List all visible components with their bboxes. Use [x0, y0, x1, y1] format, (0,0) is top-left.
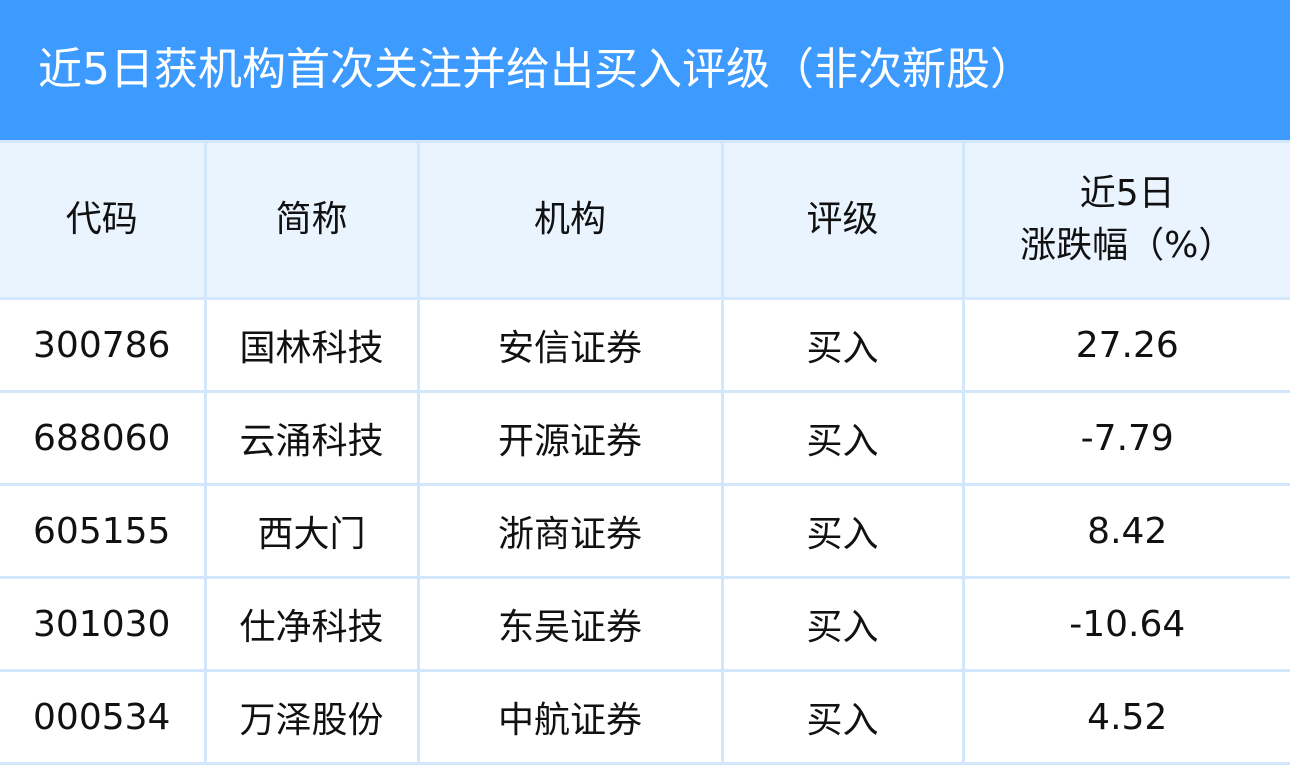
cell-change: 4.52 — [961, 669, 1290, 765]
cell-code: 605155 — [0, 483, 207, 579]
cell-institution: 开源证券 — [416, 390, 724, 486]
cell-institution: 安信证券 — [416, 297, 724, 393]
cell-institution: 东吴证券 — [416, 576, 724, 672]
header-row: 代码 简称 机构 评级 近5日涨跌幅（%） — [0, 140, 1290, 300]
table-row: 688060 云涌科技 开源证券 买入 -7.79 — [0, 390, 1290, 486]
cell-code: 000534 — [0, 669, 207, 765]
cell-institution: 浙商证券 — [416, 483, 724, 579]
table-row: 605155 西大门 浙商证券 买入 8.42 — [0, 483, 1290, 579]
cell-rating: 买入 — [720, 390, 965, 486]
cell-institution: 中航证券 — [416, 669, 724, 765]
cell-rating: 买入 — [720, 483, 965, 579]
header-rating: 评级 — [720, 140, 965, 300]
cell-name: 国林科技 — [203, 297, 420, 393]
table-row: 300786 国林科技 安信证券 买入 27.26 — [0, 297, 1290, 393]
cell-code: 300786 — [0, 297, 207, 393]
table-title: 近5日获机构首次关注并给出买入评级（非次新股） — [0, 0, 1290, 140]
cell-rating: 买入 — [720, 669, 965, 765]
header-change: 近5日涨跌幅（%） — [961, 140, 1290, 300]
header-name: 简称 — [203, 140, 420, 300]
header-institution: 机构 — [416, 140, 724, 300]
cell-code: 301030 — [0, 576, 207, 672]
table-row: 000534 万泽股份 中航证券 买入 4.52 — [0, 669, 1290, 765]
stock-table: 代码 简称 机构 评级 近5日 涨跌幅（%） 300786 国林科技 安信证券 买入 27… — [0, 140, 1290, 765]
cell-change: -7.79 — [961, 390, 1290, 486]
cell-name: 万泽股份 — [203, 669, 420, 765]
cell-change: 27.26 — [961, 297, 1290, 393]
cell-code: 688060 — [0, 390, 207, 486]
table-row: 301030 仕净科技 东吴证券 买入 -10.64 — [0, 576, 1290, 672]
cell-rating: 买入 — [720, 297, 965, 393]
header-change-line1: 近5日 — [1079, 173, 1175, 214]
cell-name: 西大门 — [203, 483, 420, 579]
cell-name: 仕净科技 — [203, 576, 420, 672]
cell-change: -10.64 — [961, 576, 1290, 672]
header-code: 代码 — [0, 140, 207, 300]
cell-rating: 买入 — [720, 576, 965, 672]
cell-name: 云涌科技 — [203, 390, 420, 486]
cell-change: 8.42 — [961, 483, 1290, 579]
header-change-line2: 涨跌幅（%） — [1020, 225, 1235, 266]
